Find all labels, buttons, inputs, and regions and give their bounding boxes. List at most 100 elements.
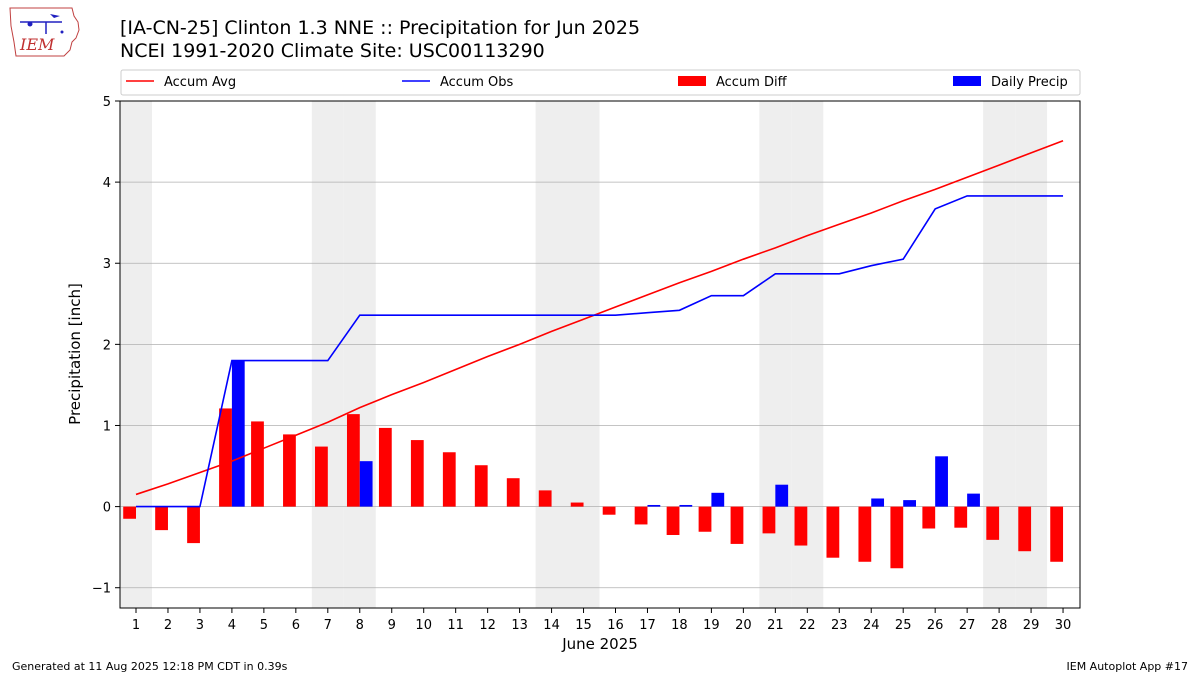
daily-precip-bar [871, 498, 885, 507]
legend-box [120, 69, 1081, 96]
legend: Accum Avg Accum Obs Accum Diff Daily Pre… [120, 69, 1081, 96]
accum-diff-bar [123, 506, 136, 519]
accum-diff-bar [442, 452, 456, 507]
accum-diff-bar [922, 506, 936, 529]
x-tick-label: 6 [292, 618, 300, 633]
legend-label-accum-diff: Accum Diff [716, 75, 788, 90]
accum-diff-bar [538, 490, 552, 507]
accum-diff-bar [410, 440, 424, 507]
x-tick-label: 20 [735, 618, 752, 633]
accum-obs-line [136, 195, 1064, 508]
daily-precip-bar [775, 484, 789, 507]
y-tick-label: 4 [103, 176, 111, 191]
accum-diff-bar [155, 506, 168, 531]
accum-avg-line [135, 140, 1064, 496]
accum-diff-bar [986, 506, 1000, 540]
x-tick-label: 25 [895, 618, 912, 633]
legend-label-accum-avg: Accum Avg [164, 75, 236, 90]
accum-diff-bar [698, 506, 712, 532]
legend-swatch-accum-diff [678, 76, 706, 86]
weekend-shading-layer [120, 101, 1048, 608]
x-tick-label: 3 [196, 618, 204, 633]
accum-diff-bar [826, 506, 840, 558]
daily-precip-bar [231, 360, 245, 507]
iowa-state-outline [9, 7, 80, 57]
accum-diff-bar [219, 408, 232, 507]
daily-precip-bar [967, 493, 980, 507]
daily-precip-bar [903, 500, 916, 507]
x-tick-label: 12 [479, 618, 496, 633]
accum-diff-bar [762, 506, 776, 534]
weekend-band-day-1 [120, 101, 152, 608]
x-tick-label: 11 [447, 618, 464, 633]
daily-precip-bar [935, 456, 948, 507]
y-tick-label: 5 [103, 95, 111, 110]
x-tick-label: 30 [1055, 618, 1072, 633]
weekend-band-day-8 [343, 101, 376, 608]
bars-layer [123, 360, 1064, 569]
y-tick-label: 2 [103, 338, 111, 353]
accum-diff-bar [890, 506, 904, 569]
logo-text: IEM [19, 35, 55, 54]
accum-diff-bar [858, 506, 872, 562]
accum-diff-bar [1050, 506, 1064, 562]
weekend-band-day-7 [311, 101, 344, 608]
x-tick-label: 1 [132, 618, 140, 633]
accum-diff-bar [666, 506, 680, 535]
x-axis-label: June 2025 [561, 635, 638, 653]
lines-layer [135, 140, 1064, 508]
x-tick-label: 8 [356, 618, 364, 633]
accum-diff-bar [506, 478, 520, 507]
x-tick-label: 15 [575, 618, 592, 633]
daily-precip-bar [359, 461, 373, 507]
accum-diff-bar [570, 502, 584, 507]
x-tick-label: 4 [228, 618, 236, 633]
accum-diff-bar [954, 506, 968, 528]
x-tick-label: 7 [324, 618, 332, 633]
weekend-band-day-14 [535, 101, 568, 608]
x-tick-label: 10 [415, 618, 432, 633]
legend-label-accum-obs: Accum Obs [440, 75, 513, 90]
x-tick-label: 22 [799, 618, 816, 633]
footer-generated: Generated at 11 Aug 2025 12:18 PM CDT in… [12, 660, 288, 673]
accum-diff-bar [283, 434, 296, 507]
x-tick-label: 23 [831, 618, 848, 633]
x-tick-label: 29 [1023, 618, 1040, 633]
legend-swatch-daily-precip [953, 76, 981, 86]
accum-diff-bar [794, 506, 808, 546]
accum-diff-bar [315, 446, 328, 507]
x-tick-label: 26 [927, 618, 944, 633]
x-tick-label: 17 [639, 618, 656, 633]
daily-precip-bar [711, 492, 725, 507]
x-tick-label: 24 [863, 618, 880, 633]
daily-precip-bar [679, 504, 693, 507]
legend-label-daily-precip: Daily Precip [991, 75, 1068, 90]
accum-diff-bar [251, 421, 264, 507]
x-tick-label: 21 [767, 618, 784, 633]
y-tick-label: 1 [103, 419, 111, 434]
gridlines-layer [120, 181, 1080, 589]
accum-diff-bar [378, 427, 392, 507]
x-tick-label: 27 [959, 618, 976, 633]
y-tick-label: −1 [92, 582, 111, 597]
accum-diff-bar [602, 506, 616, 515]
x-tick-label: 5 [260, 618, 268, 633]
accum-diff-bar [346, 414, 360, 507]
accum-diff-bar [1018, 506, 1032, 552]
x-tick-label: 9 [388, 618, 396, 633]
y-tick-label: 0 [103, 501, 111, 516]
y-tick-label: 3 [103, 257, 111, 272]
plot-frame [119, 100, 1081, 609]
x-tick-label: 28 [991, 618, 1008, 633]
x-tick-label: 16 [607, 618, 624, 633]
daily-precip-bar [647, 504, 661, 507]
iem-logo: IEM [9, 7, 80, 57]
weekend-band-day-15 [567, 101, 600, 608]
chart-title: [IA-CN-25] Clinton 1.3 NNE :: Precipitat… [120, 17, 641, 39]
x-tick-label: 19 [703, 618, 720, 633]
y-axis-label: Precipitation [inch] [66, 283, 84, 425]
accum-diff-bar [474, 465, 488, 507]
footer-app: IEM Autoplot App #17 [1066, 660, 1189, 673]
